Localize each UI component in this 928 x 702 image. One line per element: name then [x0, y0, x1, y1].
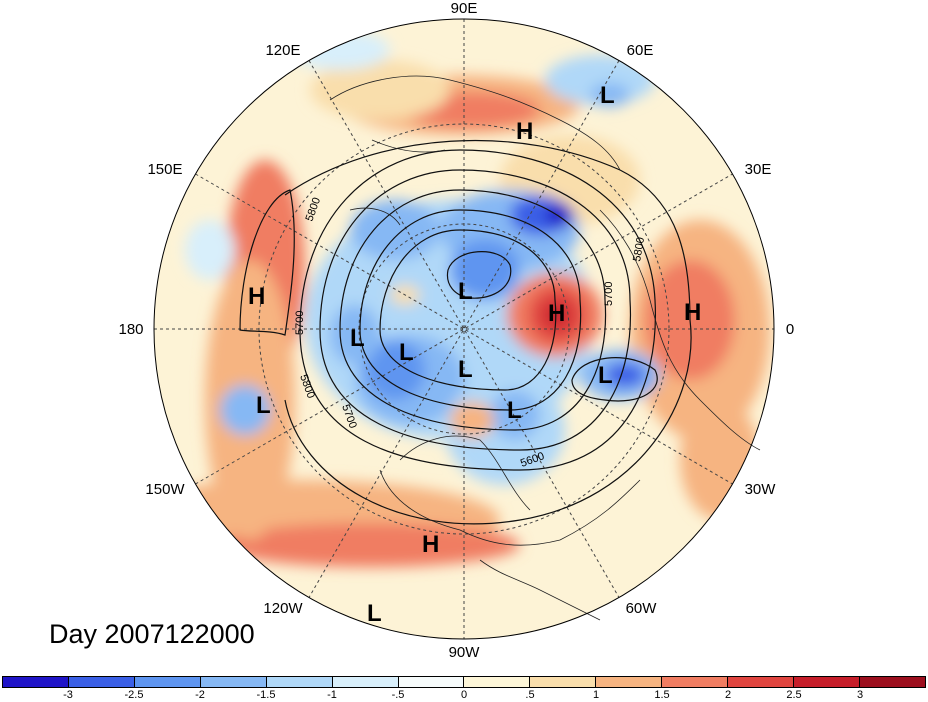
map-border [153, 18, 775, 640]
map-title: Day 2007122000 [49, 619, 255, 649]
low-center-marker: L [350, 325, 365, 352]
lon-label-150w: 150W [145, 481, 185, 498]
colorbar-tick-label: 3 [856, 689, 864, 701]
lon-label-60w: 60W [626, 600, 658, 617]
colorbar-swatch [464, 677, 531, 687]
colorbar-tick-label: -2 [195, 689, 205, 701]
colorbar-swatch [200, 677, 267, 687]
colorbar-tick-label: 0 [460, 689, 468, 701]
low-center-marker: L [458, 356, 473, 383]
high-center-marker: H [684, 299, 701, 326]
high-center-marker: H [248, 283, 265, 310]
height-contours [239, 139, 692, 525]
graticule [154, 19, 774, 639]
low-center-marker: L [458, 278, 473, 305]
colorbar-tick-label: 1.5 [654, 689, 670, 701]
low-center-marker: L [367, 600, 382, 627]
low-center-marker: L [256, 392, 271, 419]
low-center-marker: L [598, 362, 613, 389]
low-center-marker: L [399, 339, 414, 366]
coastlines [329, 75, 761, 621]
lon-label-150e: 150E [147, 161, 182, 178]
colorbar-tick-label: 2 [724, 689, 732, 701]
high-center-marker: H [422, 531, 439, 558]
lon-label-120w: 120W [263, 600, 303, 617]
colorbar-swatch [859, 677, 925, 687]
contour-label: 5700 [603, 282, 615, 306]
colorbar-tick-label: 2.5 [786, 689, 802, 701]
colorbar-tick-label: .5 [525, 689, 535, 701]
lon-label-30e: 30E [745, 161, 772, 178]
colorbar-swatch [266, 677, 333, 687]
colorbar-swatch [332, 677, 399, 687]
colorbar-tick-label: -3 [63, 689, 73, 701]
colorbar-tick-label: -2.5 [124, 689, 144, 701]
colorbar-tick-label: -.5 [391, 689, 405, 701]
colorbar [2, 676, 926, 688]
low-center-marker: L [600, 82, 615, 109]
colorbar-swatch [68, 677, 135, 687]
longitude-labels: 90E 60E 30E 0 30W 60W 90W 120W 150W 180 … [118, 0, 794, 661]
colorbar-swatch [134, 677, 201, 687]
lon-label-180: 180 [118, 321, 143, 338]
contour-label: 5700 [294, 311, 306, 335]
colorbar-tick-label: 1 [592, 689, 600, 701]
colorbar-swatch [530, 677, 597, 687]
polar-map: 90E 60E 30E 0 30W 60W 90W 120W 150W 180 … [118, 0, 794, 661]
colorbar-swatch [398, 677, 465, 687]
colorbar-swatch [794, 677, 860, 687]
colorbar-tick-label: -1.5 [256, 689, 276, 701]
low-center-marker: L [507, 397, 522, 424]
lon-label-30w: 30W [745, 481, 777, 498]
pressure-centers: L H H L L L L L L H H L H L [248, 82, 701, 627]
lon-label-0: 0 [786, 321, 794, 338]
high-center-marker: H [548, 300, 565, 327]
lon-label-60e: 60E [627, 42, 654, 59]
lon-label-120e: 120E [265, 42, 300, 59]
colorbar-tick-label: -1 [327, 689, 337, 701]
colorbar-swatch [728, 677, 795, 687]
colorbar-swatch [596, 677, 663, 687]
lon-label-90e: 90E [451, 0, 478, 17]
high-center-marker: H [516, 118, 533, 145]
colorbar-swatch [3, 677, 69, 687]
colorbar-labels: -3 -2.5 -2 -1.5 -1 -.5 0 .5 1 1.5 2 2.5 3 [0, 689, 928, 702]
contour-label: 5800 [631, 236, 647, 262]
colorbar-swatch [662, 677, 729, 687]
lon-label-90w: 90W [449, 644, 481, 661]
